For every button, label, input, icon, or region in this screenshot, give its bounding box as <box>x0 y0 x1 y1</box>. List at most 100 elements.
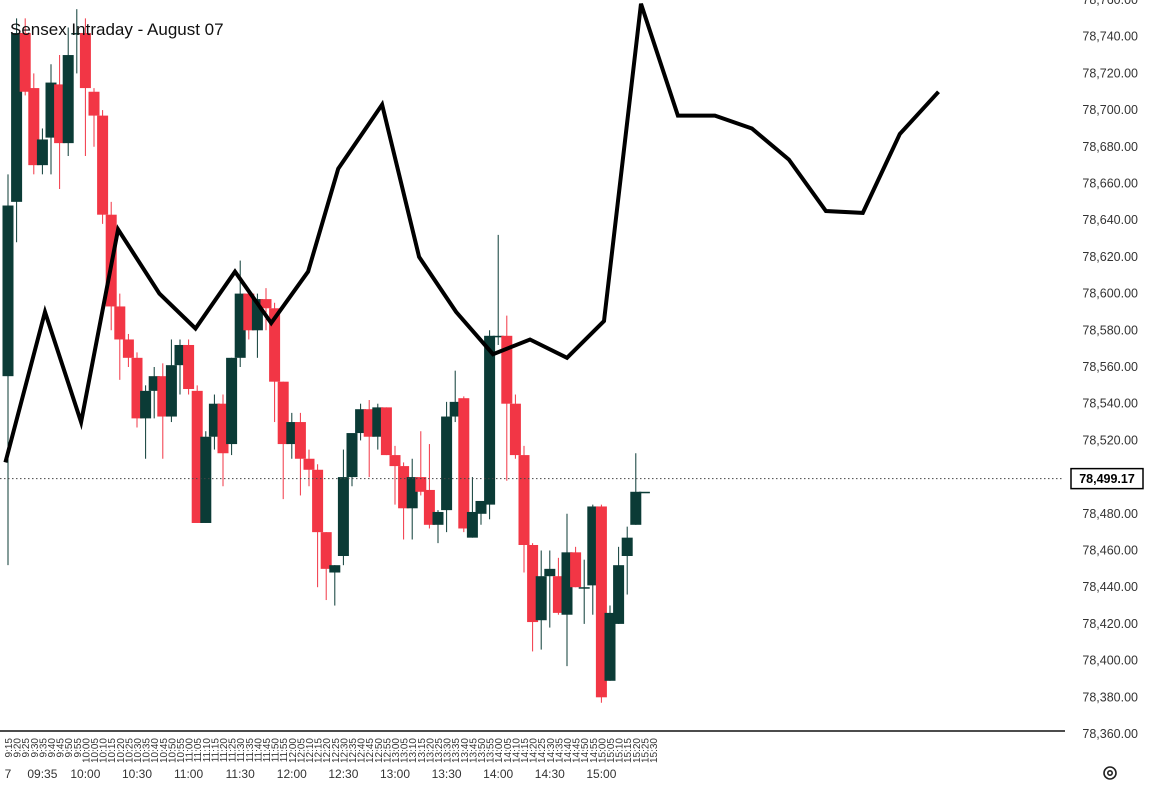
candle-body <box>286 422 298 445</box>
candle <box>346 433 358 487</box>
candle-body <box>415 477 427 492</box>
candle <box>165 339 177 423</box>
candle-body <box>183 344 195 390</box>
candle <box>122 333 134 367</box>
candle-body <box>277 381 289 445</box>
candle-body <box>406 477 418 509</box>
candle-body <box>509 403 521 456</box>
candle <box>415 431 427 496</box>
candle-body <box>380 407 392 456</box>
x-tick-label: 12:40 <box>357 738 368 763</box>
candle-body <box>613 565 625 624</box>
candle-body <box>544 568 556 577</box>
x-tick-label: 13:50 <box>477 738 488 763</box>
candle-body <box>441 416 453 511</box>
candle-body <box>45 82 57 138</box>
x-major-label: 13:30 <box>432 767 462 781</box>
candle <box>62 27 74 156</box>
x-tick-label: 13:45 <box>468 738 479 763</box>
candle <box>183 339 195 395</box>
y-tick-label: 78,700.00 <box>1082 103 1138 117</box>
x-tick-label: 12:35 <box>348 738 359 763</box>
candle-body <box>19 33 31 92</box>
candle <box>337 449 349 566</box>
candle <box>260 288 272 331</box>
x-tick-label: 13:20 <box>425 738 436 763</box>
candle <box>587 504 599 615</box>
candle <box>286 412 298 459</box>
candle-body <box>54 84 66 144</box>
candle-body <box>79 33 91 89</box>
x-major-label: 10:30 <box>122 767 152 781</box>
x-tick-label: 12:15 <box>314 738 325 763</box>
x-tick-label: 15:05 <box>606 738 617 763</box>
candle-body <box>234 293 246 358</box>
candle-body <box>208 403 220 437</box>
x-tick-label: 15:15 <box>623 738 634 763</box>
candle <box>406 458 418 540</box>
candle <box>71 9 83 74</box>
x-tick-label: 15:25 <box>640 738 651 763</box>
x-tick-label: 10:00 <box>81 738 92 763</box>
candle-body <box>2 205 14 377</box>
x-tick-label: 14:45 <box>572 738 583 763</box>
x-tick-label: 14:15 <box>520 738 531 763</box>
candle <box>329 565 341 606</box>
x-tick-label: 10:30 <box>133 738 144 763</box>
candle <box>432 510 444 544</box>
x-tick-label: 11:05 <box>193 738 204 763</box>
candle <box>303 449 315 487</box>
overlay-line <box>3 3 940 463</box>
candle-body <box>62 55 74 144</box>
x-tick-label: 11:35 <box>245 738 256 763</box>
x-tick-label: 14:10 <box>511 738 522 763</box>
x-tick-label: 14:00 <box>494 738 505 763</box>
x-tick-label: 10:35 <box>142 738 153 763</box>
candle <box>157 363 169 459</box>
candle <box>604 605 616 681</box>
candle-body <box>570 552 582 588</box>
x-tick-label: 9:15 <box>4 738 15 758</box>
x-tick-label: 15:00 <box>597 738 608 763</box>
candle <box>449 370 461 423</box>
y-tick-label: 78,440.00 <box>1082 580 1138 594</box>
y-tick-label: 78,760.00 <box>1082 0 1138 7</box>
candle <box>509 394 521 459</box>
candle-body <box>535 576 547 621</box>
candle <box>535 550 547 650</box>
x-tick-label: 11:55 <box>279 738 290 763</box>
candle-body <box>630 491 642 525</box>
y-tick-label: 78,460.00 <box>1082 544 1138 558</box>
candle-body <box>638 491 650 494</box>
candle-body <box>398 466 410 509</box>
x-tick-label: 13:30 <box>443 738 454 763</box>
y-tick-label: 78,580.00 <box>1082 323 1138 337</box>
candle <box>423 444 435 529</box>
candle-body <box>527 544 539 623</box>
candle <box>372 403 384 450</box>
x-tick-label: 13:10 <box>408 738 419 763</box>
y-tick-label: 78,560.00 <box>1082 360 1138 374</box>
x-tick-label: 14:35 <box>554 738 565 763</box>
candle-body <box>389 455 401 467</box>
x-tick-label: 12:05 <box>296 738 307 763</box>
candle <box>11 18 23 243</box>
candle-body <box>346 433 358 478</box>
candle <box>527 543 539 652</box>
x-major-label: 10:00 <box>70 767 100 781</box>
candle <box>2 174 14 566</box>
x-tick-label: 11:50 <box>271 738 282 763</box>
candle <box>140 385 152 459</box>
candle-body <box>337 477 349 557</box>
candle-body <box>88 91 100 116</box>
x-tick-label: 11:40 <box>253 738 264 763</box>
x-tick-label: 12:00 <box>288 738 299 763</box>
x-tick-label: 14:05 <box>503 738 514 763</box>
candle <box>398 462 410 540</box>
candle <box>638 491 650 494</box>
x-tick-label: 10:10 <box>99 738 110 763</box>
x-major-label: 7 <box>5 767 12 781</box>
settings-icon[interactable] <box>1101 764 1119 782</box>
x-major-label: 15:00 <box>586 767 616 781</box>
x-major-label: 12:00 <box>277 767 307 781</box>
